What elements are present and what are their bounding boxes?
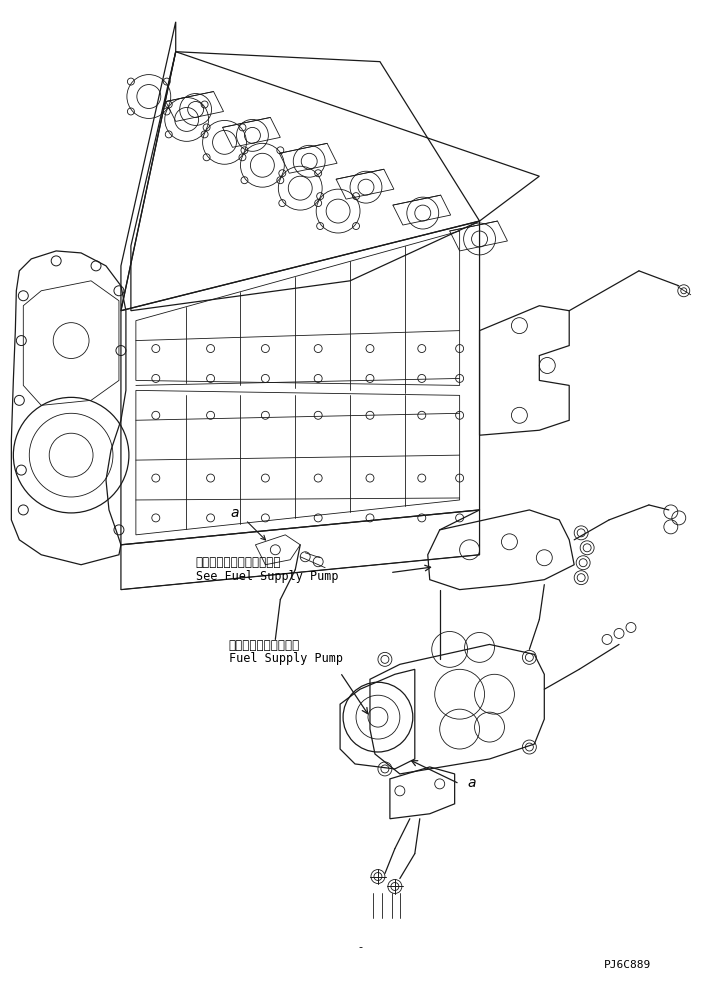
Text: PJ6C889: PJ6C889 [604, 960, 651, 970]
Text: a: a [468, 775, 476, 790]
Text: Fuel Supply Pump: Fuel Supply Pump [229, 652, 343, 665]
Text: フェルサブライポンプ: フェルサブライポンプ [229, 640, 300, 652]
Text: フェルサブライポンプ参照: フェルサブライポンプ参照 [195, 556, 281, 569]
Text: See Fuel Supply Pump: See Fuel Supply Pump [195, 570, 338, 583]
Text: a: a [231, 506, 239, 520]
Text: -: - [358, 943, 362, 953]
